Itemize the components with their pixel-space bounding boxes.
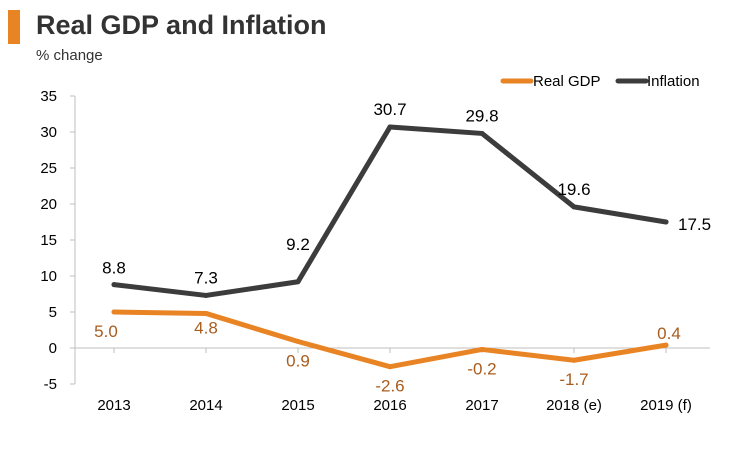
data-point-real-gdp <box>479 346 485 352</box>
data-point-inflation <box>479 130 485 136</box>
data-label-inflation: 19.6 <box>557 180 590 199</box>
data-point-inflation <box>387 124 393 130</box>
x-tick-label: 2014 <box>189 397 222 414</box>
data-label-real-gdp: 4.8 <box>194 318 218 337</box>
data-label-real-gdp: -2.6 <box>375 377 404 396</box>
y-tick-label: 15 <box>40 232 57 249</box>
data-point-real-gdp <box>295 339 301 345</box>
y-tick-label: 0 <box>49 340 57 357</box>
legend: Real GDP Inflation <box>500 73 700 90</box>
title-accent-bar <box>8 10 20 44</box>
data-label-real-gdp: 5.0 <box>94 322 118 341</box>
y-tick-label: 20 <box>40 196 57 213</box>
data-point-real-gdp <box>387 364 393 370</box>
data-point-inflation <box>295 279 301 285</box>
legend-label-real-gdp: Real GDP <box>533 73 601 90</box>
y-tick-label: 30 <box>40 124 57 141</box>
x-tick-label: 2018 (e) <box>546 397 602 414</box>
y-tick-label: 5 <box>49 304 57 321</box>
data-label-real-gdp: -0.2 <box>467 359 496 378</box>
data-label-inflation: 17.5 <box>678 215 711 234</box>
data-point-inflation <box>111 282 117 288</box>
data-label-inflation: 29.8 <box>465 106 498 125</box>
y-tick-label: -5 <box>44 376 57 393</box>
chart-title: Real GDP and Inflation <box>36 10 327 40</box>
data-point-inflation <box>203 292 209 298</box>
data-label-inflation: 30.7 <box>373 100 406 119</box>
y-tick-label: 35 <box>40 88 57 105</box>
data-point-real-gdp <box>203 310 209 316</box>
x-tick-label: 2015 <box>281 397 314 414</box>
data-point-inflation <box>663 219 669 225</box>
data-point-inflation <box>571 204 577 210</box>
y-tick-label: 10 <box>40 268 57 285</box>
data-label-real-gdp: 0.4 <box>657 324 681 343</box>
series-layer: 5.0 4.8 0.9 -2.6 -0.2 -1.7 0.4 8.8 7.3 9.2 30.7 29.… <box>94 100 711 396</box>
x-tick-label: 2019 (f) <box>640 397 692 414</box>
x-axis: 2013 2014 2015 2016 2017 2018 (e) 2019 (f) <box>75 347 710 414</box>
data-label-inflation: 9.2 <box>286 235 310 254</box>
data-label-inflation: 8.8 <box>102 259 126 278</box>
x-tick-label: 2013 <box>97 397 130 414</box>
y-tick-label: 25 <box>40 160 57 177</box>
x-tick-label: 2016 <box>373 397 406 414</box>
x-tick-label: 2017 <box>465 397 498 414</box>
data-label-real-gdp: 0.9 <box>286 352 310 371</box>
data-label-inflation: 7.3 <box>194 268 218 287</box>
data-label-real-gdp: -1.7 <box>559 370 588 389</box>
data-point-real-gdp <box>111 309 117 315</box>
y-axis: 35 30 25 20 15 10 5 0 -5 <box>40 88 76 393</box>
legend-label-inflation: Inflation <box>647 73 700 90</box>
data-point-real-gdp <box>663 342 669 348</box>
data-point-real-gdp <box>571 357 577 363</box>
chart-subtitle: % change <box>36 47 103 64</box>
